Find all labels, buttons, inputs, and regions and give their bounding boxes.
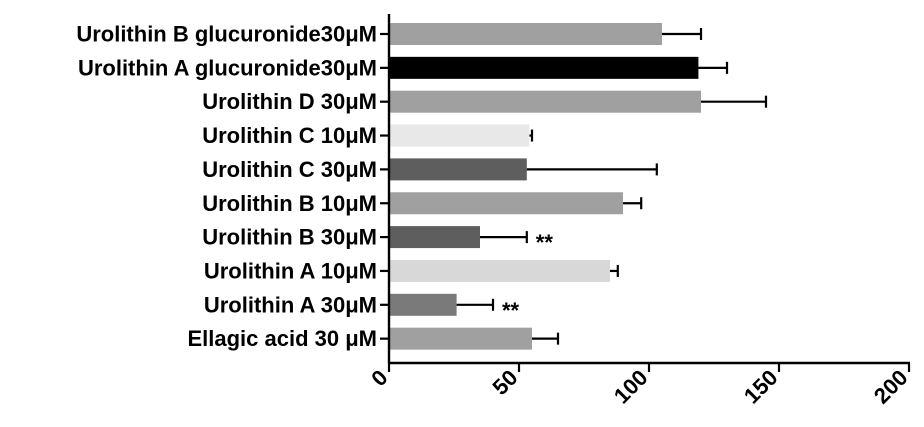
plot-area: Urolithin B glucuronide30μM Urolithin A g…	[76, 14, 912, 408]
category-label: Urolithin A 10μM	[204, 258, 377, 283]
significance-label: **	[502, 298, 520, 323]
x-tick-label: 200	[869, 365, 913, 409]
bar	[390, 328, 532, 350]
bar	[390, 158, 527, 180]
bar	[390, 226, 480, 248]
category-label: Urolithin A 30μM	[204, 292, 377, 317]
bar	[390, 125, 529, 147]
bar	[390, 57, 698, 79]
x-tick-label: 150	[739, 365, 783, 409]
category-label: Urolithin C 30μM	[202, 157, 377, 182]
bar	[390, 192, 623, 214]
category-label: Urolithin D 30μM	[202, 89, 377, 114]
category-label: Urolithin B 10μM	[202, 191, 377, 216]
category-label: Urolithin B glucuronide30μM	[76, 22, 377, 47]
bar	[390, 23, 662, 45]
bar	[390, 91, 701, 113]
category-label: Urolithin A glucuronide30μM	[78, 55, 377, 80]
bar	[390, 294, 457, 316]
category-label: Ellagic acid 30 μM	[187, 326, 377, 351]
x-tick-label: 100	[609, 365, 653, 409]
category-label: Urolithin C 10μM	[202, 123, 377, 148]
category-label: Urolithin B 30μM	[202, 225, 377, 250]
bar	[390, 260, 610, 282]
x-tick-label: 50	[488, 365, 523, 400]
significance-label: **	[536, 230, 554, 255]
